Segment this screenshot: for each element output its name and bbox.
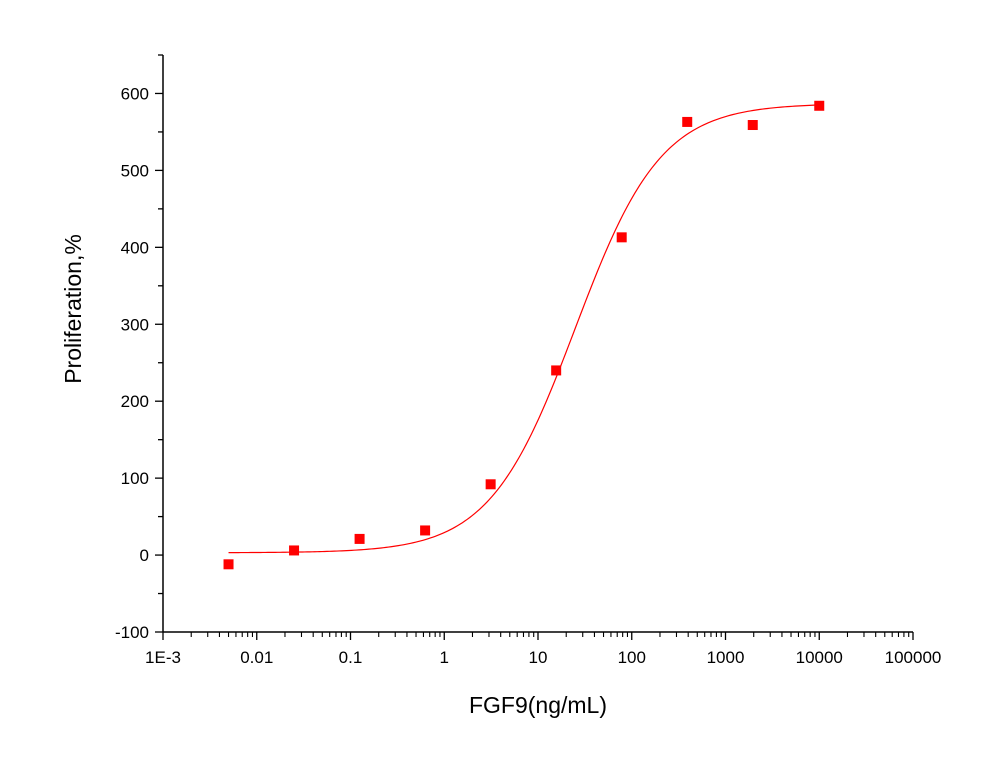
data-point (814, 100, 825, 111)
x-tick-label: 1 (440, 648, 449, 667)
y-tick-label: -100 (115, 623, 149, 642)
x-tick-label: 0.1 (339, 648, 363, 667)
x-tick-label: 1000 (707, 648, 745, 667)
y-tick-label: 0 (140, 546, 149, 565)
y-tick-label: 500 (121, 161, 149, 180)
data-point (289, 545, 300, 556)
data-point (747, 120, 758, 131)
x-tick-label: 10 (529, 648, 548, 667)
x-tick-label: 10000 (796, 648, 843, 667)
data-point (420, 525, 431, 536)
y-tick-label: 400 (121, 238, 149, 257)
fit-curve (228, 104, 820, 554)
data-points-layer (223, 100, 825, 570)
data-point (223, 559, 234, 570)
axes: -100 0 100 200 300 400 500 600 1E-3 0.01 0.1 1 10 100… (115, 54, 942, 667)
data-point (551, 365, 562, 376)
data-point (616, 232, 627, 243)
data-point (354, 533, 365, 544)
y-tick-label: 100 (121, 469, 149, 488)
x-tick-label: 0.01 (240, 648, 273, 667)
x-axis-title: FGF9(ng/mL) (469, 692, 607, 718)
fit-curve-layer (228, 104, 820, 554)
y-tick-label: 200 (121, 392, 149, 411)
y-tick-label: 600 (121, 84, 149, 103)
y-tick-label: 300 (121, 315, 149, 334)
x-tick-label: 1E-3 (145, 648, 181, 667)
data-point (485, 479, 496, 490)
data-point (682, 116, 693, 127)
x-tick-label: 100 (618, 648, 646, 667)
x-tick-label: 100000 (885, 648, 942, 667)
y-axis-title: Proliferation,% (60, 234, 86, 384)
